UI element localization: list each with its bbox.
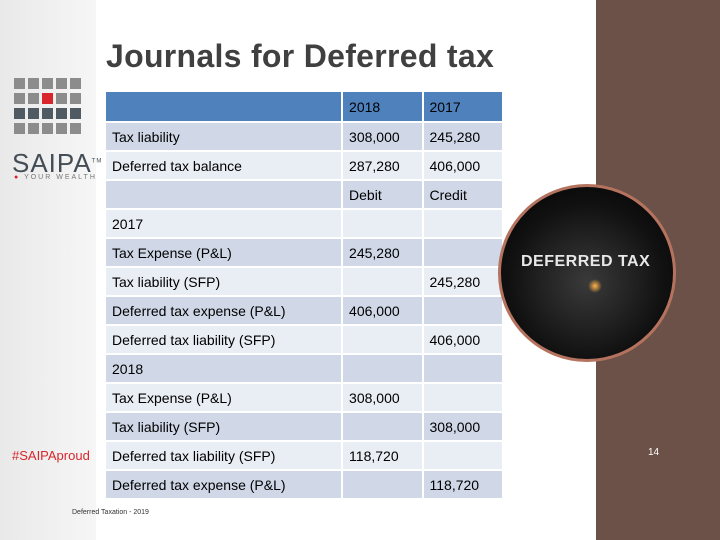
table-cell <box>343 413 424 442</box>
table-cell <box>423 239 502 268</box>
logo-square <box>28 123 39 134</box>
logo-square <box>28 93 39 104</box>
table-cell: Tax liability (SFP) <box>106 413 344 442</box>
table-cell: 2017 <box>106 210 344 239</box>
table-cell: Tax Expense (P&L) <box>106 239 344 268</box>
table-row: Deferred tax liability (SFP) 406,000 <box>106 326 502 355</box>
table-cell: 245,280 <box>423 123 502 152</box>
table-cell <box>423 384 502 413</box>
table-cell: 308,000 <box>423 413 502 442</box>
logo-square <box>70 78 81 89</box>
saipa-logo-mark <box>14 78 84 142</box>
table-row: Tax liability (SFP) 245,280 <box>106 268 502 297</box>
table-header-cell: 2018 <box>343 92 424 123</box>
table-row: Deferred tax expense (P&L) 406,000 <box>106 297 502 326</box>
table-row: Tax liability (SFP) 308,000 <box>106 413 502 442</box>
table-cell <box>343 471 424 500</box>
table-header-cell <box>106 92 344 123</box>
deferred-tax-image: DEFERRED TAX <box>498 184 676 362</box>
logo-square <box>56 93 67 104</box>
table-header-row: 2018 2017 <box>106 92 502 123</box>
logo-square-red <box>42 93 53 104</box>
sidebar: SAIPATM ● YOUR WEALTH #SAIPAproud <box>0 0 101 540</box>
table-cell: Deferred tax balance <box>106 152 344 181</box>
table-cell <box>423 442 502 471</box>
table-row: Tax liability 308,000 245,280 <box>106 123 502 152</box>
image-caption: DEFERRED TAX <box>521 253 651 270</box>
table-row: Debit Credit <box>106 181 502 210</box>
logo-square <box>28 108 39 119</box>
logo-square <box>56 108 67 119</box>
bullet-icon: ● <box>14 174 21 181</box>
logo-square <box>14 123 25 134</box>
logo-square <box>70 108 81 119</box>
table-row: Tax Expense (P&L) 245,280 <box>106 239 502 268</box>
table-cell: Credit <box>423 181 502 210</box>
table-cell <box>106 181 344 210</box>
logo-text: SAIPA <box>12 148 92 178</box>
table-cell <box>423 297 502 326</box>
table-cell: 308,000 <box>343 384 424 413</box>
table-cell: 308,000 <box>343 123 424 152</box>
logo-square <box>14 108 25 119</box>
table-cell: 287,280 <box>343 152 424 181</box>
table-cell: 406,000 <box>423 326 502 355</box>
table-cell: 245,280 <box>343 239 424 268</box>
logo-square <box>56 78 67 89</box>
table-cell: Deferred tax expense (P&L) <box>106 297 344 326</box>
table-cell: Deferred tax liability (SFP) <box>106 442 344 471</box>
table-cell: Tax liability <box>106 123 344 152</box>
table-cell: 406,000 <box>423 152 502 181</box>
logo-square <box>56 123 67 134</box>
logo-square <box>42 108 53 119</box>
logo-tagline: ● YOUR WEALTH <box>14 174 97 181</box>
table-row: 2017 <box>106 210 502 239</box>
table-header-cell: 2017 <box>423 92 502 123</box>
table-cell: 406,000 <box>343 297 424 326</box>
logo-square <box>42 123 53 134</box>
page-number: 14 <box>648 447 660 458</box>
logo-square <box>14 78 25 89</box>
logo-square <box>70 93 81 104</box>
table-cell: 118,720 <box>423 471 502 500</box>
table-cell <box>423 210 502 239</box>
table-cell: Deferred tax expense (P&L) <box>106 471 344 500</box>
table-cell <box>343 268 424 297</box>
logo-tm: TM <box>91 158 103 165</box>
tagline-text: YOUR WEALTH <box>24 174 97 181</box>
table-cell <box>343 326 424 355</box>
table-cell: Debit <box>343 181 424 210</box>
table-cell: 118,720 <box>343 442 424 471</box>
logo-square <box>28 78 39 89</box>
logo-square <box>70 123 81 134</box>
table-cell <box>343 355 424 384</box>
logo-wordmark: SAIPATM <box>12 148 102 179</box>
table-cell: 2018 <box>106 355 344 384</box>
table-cell <box>343 210 424 239</box>
table-cell: Tax liability (SFP) <box>106 268 344 297</box>
table-row: Deferred tax expense (P&L) 118,720 <box>106 471 502 500</box>
journal-table: 2018 2017 Tax liability 308,000 245,280 Defer… <box>106 92 502 500</box>
table-row: Tax Expense (P&L) 308,000 <box>106 384 502 413</box>
logo-square <box>42 78 53 89</box>
table-cell <box>423 355 502 384</box>
table-cell: Tax Expense (P&L) <box>106 384 344 413</box>
table-cell: Deferred tax liability (SFP) <box>106 326 344 355</box>
slide-footer: Deferred Taxation - 2019 <box>72 509 149 516</box>
table-cell: 245,280 <box>423 268 502 297</box>
table-row: 2018 <box>106 355 502 384</box>
slide-title: Journals for Deferred tax <box>106 38 495 74</box>
logo-square <box>14 93 25 104</box>
hashtag: #SAIPAproud <box>12 448 90 463</box>
table-row: Deferred tax liability (SFP) 118,720 <box>106 442 502 471</box>
table-row: Deferred tax balance 287,280 406,000 <box>106 152 502 181</box>
pointing-finger-icon <box>588 279 602 293</box>
